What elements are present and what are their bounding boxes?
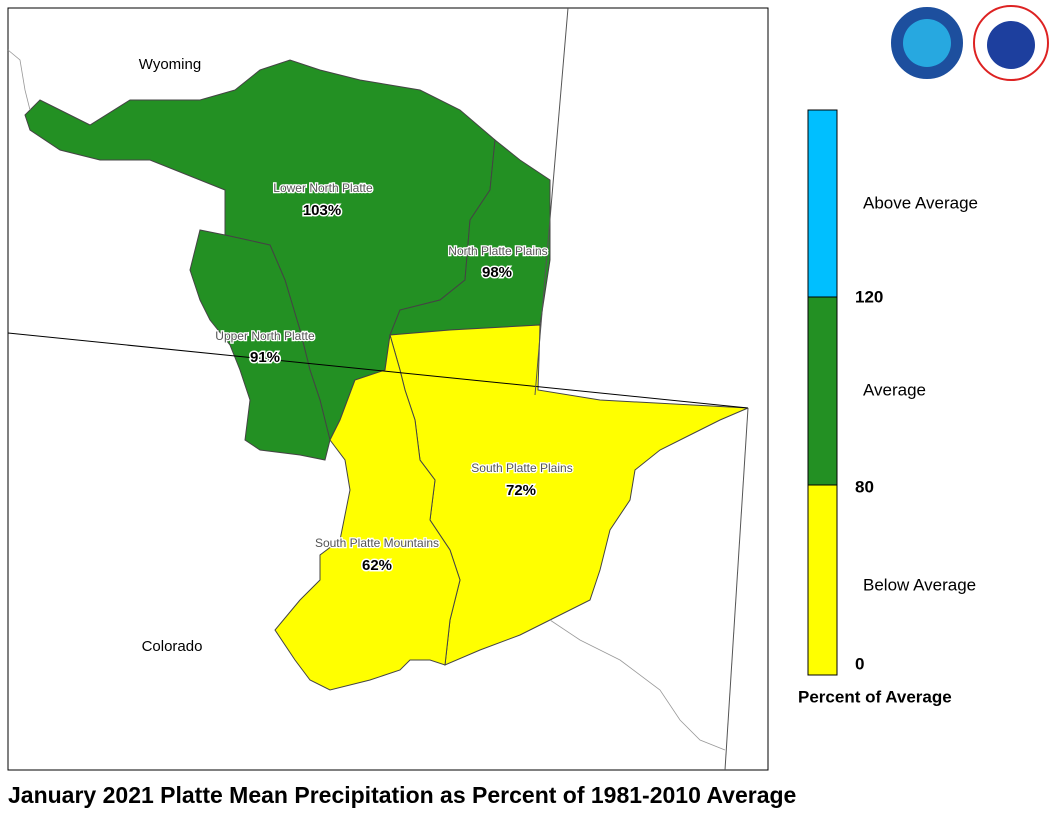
legend-label: Average	[863, 380, 926, 399]
state-line	[7, 332, 749, 409]
state-label: Wyoming	[139, 56, 201, 73]
legend-break: 0	[855, 654, 864, 673]
basin-value: 72%	[506, 482, 536, 499]
noaa-logo-inner	[903, 19, 951, 67]
basin-name: Lower North Platte	[273, 181, 373, 195]
nws-logo-inner	[987, 21, 1035, 69]
basin-value: 98%	[482, 264, 512, 281]
basin-value: 91%	[250, 349, 280, 366]
basin-shape	[274, 334, 461, 691]
legend: Above Average Average Below Average 120 …	[798, 109, 978, 706]
legend-label: Below Average	[863, 575, 976, 594]
river	[7, 49, 31, 111]
legend-break: 80	[855, 477, 874, 496]
legend-break: 120	[855, 287, 883, 306]
basin-value: 62%	[362, 557, 392, 574]
state-line	[724, 407, 749, 771]
page-title: January 2021 Platte Mean Precipitation a…	[8, 782, 796, 808]
basin-shape	[189, 229, 331, 461]
legend-swatch	[807, 296, 838, 486]
basin-name: South Platte Mountains	[315, 536, 439, 550]
basin-value: 103%	[303, 202, 341, 219]
legend-swatch	[807, 109, 838, 298]
river	[549, 619, 726, 751]
legend-title: Percent of Average	[798, 687, 952, 706]
map	[7, 7, 749, 771]
logos	[889, 5, 1049, 81]
state-line	[534, 7, 569, 396]
legend-swatch	[807, 484, 838, 676]
state-label: Colorado	[142, 638, 203, 655]
basin-name: North Platte Plains	[448, 244, 547, 258]
legend-label: Above Average	[863, 193, 978, 212]
basin-name: South Platte Plains	[471, 461, 572, 475]
basin-name: Upper North Platte	[215, 329, 315, 343]
